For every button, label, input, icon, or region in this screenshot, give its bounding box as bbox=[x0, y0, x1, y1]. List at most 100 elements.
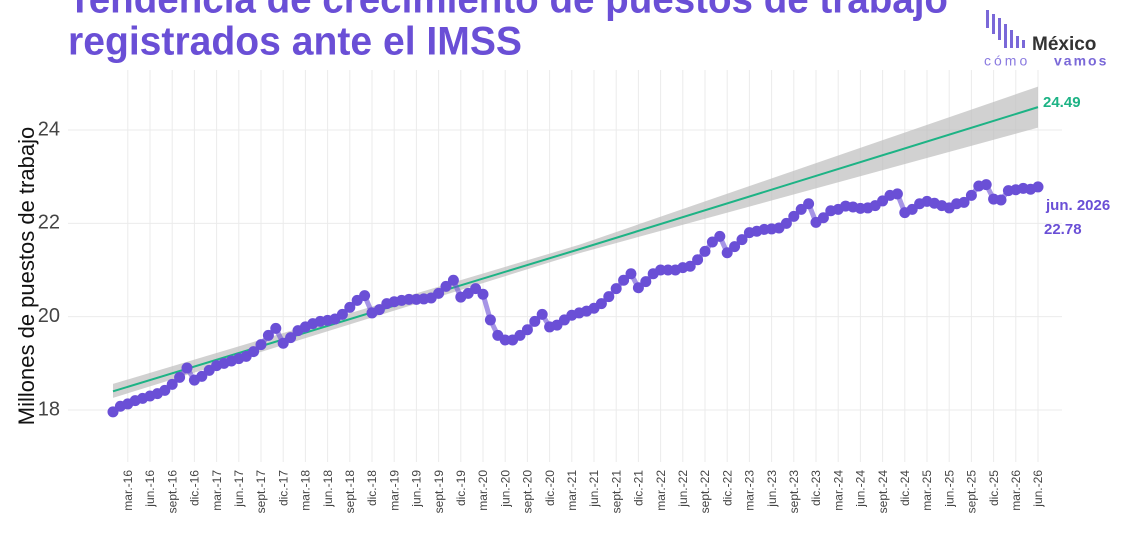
x-tick-label: dic.-18 bbox=[365, 470, 379, 506]
x-tick-label: mar.-22 bbox=[654, 470, 668, 511]
x-tick-label: sept.-18 bbox=[343, 470, 357, 514]
y-axis-label: Millones de puestos de trabajo bbox=[14, 127, 39, 425]
series-line bbox=[111, 182, 1039, 414]
x-tick-label: sept.-23 bbox=[787, 470, 801, 514]
data-point bbox=[159, 384, 171, 396]
data-point bbox=[174, 371, 186, 383]
data-point bbox=[714, 230, 726, 242]
data-point bbox=[336, 308, 348, 320]
y-tick-label: 20 bbox=[38, 305, 60, 327]
y-tick-label: 22 bbox=[38, 212, 60, 234]
data-point bbox=[484, 314, 496, 326]
data-point bbox=[196, 370, 208, 382]
data-point bbox=[166, 378, 178, 390]
data-point bbox=[440, 280, 452, 292]
x-tick-label: sept.-22 bbox=[698, 470, 712, 514]
x-tick-label: jun.-25 bbox=[942, 470, 956, 508]
data-point bbox=[529, 315, 541, 327]
x-tick-label: jun.-16 bbox=[143, 470, 157, 508]
data-point bbox=[736, 234, 748, 246]
x-tick-label: jun.-21 bbox=[587, 470, 601, 508]
x-tick-label: sept.-25 bbox=[965, 470, 979, 514]
data-point bbox=[359, 290, 371, 302]
x-tick-label: sept.-17 bbox=[254, 470, 268, 514]
data-point bbox=[817, 212, 829, 224]
x-tick-label: dic.-20 bbox=[543, 470, 557, 506]
data-point bbox=[625, 268, 637, 280]
data-point bbox=[433, 287, 445, 299]
chart-title: registrados ante el IMSS bbox=[68, 20, 522, 64]
x-tick-label: mar.-16 bbox=[121, 470, 135, 511]
y-tick-label: 24 bbox=[38, 118, 60, 140]
x-tick-label: mar.-26 bbox=[1009, 470, 1023, 511]
data-point bbox=[603, 291, 615, 303]
data-point bbox=[780, 217, 792, 229]
data-point bbox=[640, 276, 652, 288]
x-tick-label: jun.-18 bbox=[321, 470, 335, 508]
data-point bbox=[255, 339, 267, 351]
x-tick-label: jun.-23 bbox=[765, 470, 779, 508]
data-point bbox=[995, 194, 1007, 206]
data-point bbox=[632, 282, 644, 294]
x-tick-label: mar.-19 bbox=[387, 470, 401, 511]
x-tick-label: dic.-25 bbox=[987, 470, 1001, 506]
data-point bbox=[181, 362, 193, 374]
data-point bbox=[965, 189, 977, 201]
data-point bbox=[344, 301, 356, 313]
last-value-label: 22.78 bbox=[1044, 221, 1082, 238]
x-tick-label: dic.-21 bbox=[632, 470, 646, 506]
logo-tagline: cómo bbox=[984, 53, 1030, 69]
data-point bbox=[610, 283, 622, 295]
x-tick-label: jun.-26 bbox=[1031, 470, 1045, 508]
data-point bbox=[788, 210, 800, 222]
data-point bbox=[373, 304, 385, 316]
annotation: jun. 2026 bbox=[1045, 197, 1110, 214]
data-point bbox=[684, 260, 696, 272]
x-tick-label: jun.-19 bbox=[410, 470, 424, 508]
trend-end-label: 24.49 bbox=[1043, 94, 1081, 111]
x-tick-label: mar.-21 bbox=[565, 470, 579, 511]
data-point bbox=[1032, 181, 1044, 193]
data-point bbox=[618, 274, 630, 286]
x-tick-label: mar.-17 bbox=[210, 470, 224, 511]
x-tick-label: sept.-24 bbox=[876, 470, 890, 514]
x-tick-label: dic.-22 bbox=[720, 470, 734, 506]
data-point bbox=[980, 179, 992, 191]
x-tick-label: jun.-22 bbox=[676, 470, 690, 508]
x-tick-label: sept.-16 bbox=[165, 470, 179, 514]
data-point bbox=[447, 274, 459, 286]
data-point bbox=[477, 288, 489, 300]
x-tick-label: mar.-24 bbox=[831, 470, 845, 511]
data-point bbox=[285, 332, 297, 344]
logo-name: México bbox=[1032, 34, 1096, 55]
data-point bbox=[958, 196, 970, 208]
data-point bbox=[595, 298, 607, 310]
data-point bbox=[699, 245, 711, 257]
data-point bbox=[803, 198, 815, 210]
data-point bbox=[721, 247, 733, 259]
y-tick-label: 18 bbox=[38, 398, 60, 420]
x-tick-label: mar.-20 bbox=[476, 470, 490, 511]
x-tick-label: dic.-16 bbox=[188, 470, 202, 506]
data-point bbox=[729, 241, 741, 253]
x-tick-label: mar.-18 bbox=[299, 470, 313, 511]
x-tick-label: mar.-23 bbox=[743, 470, 757, 511]
logo-icon bbox=[986, 10, 1025, 48]
data-point bbox=[692, 254, 704, 266]
x-tick-label: sept.-21 bbox=[609, 470, 623, 514]
x-tick-label: dic.-19 bbox=[454, 470, 468, 506]
x-tick-label: dic.-24 bbox=[898, 470, 912, 506]
x-tick-label: jun.-20 bbox=[498, 470, 512, 508]
chart-title: Tendencia de crecimiento de puestos de t… bbox=[68, 0, 948, 22]
x-tick-label: sept.-19 bbox=[432, 470, 446, 514]
logo-tagline: vamos bbox=[1054, 53, 1108, 69]
data-point bbox=[891, 188, 903, 200]
data-point bbox=[270, 322, 282, 334]
x-tick-label: dic.-23 bbox=[809, 470, 823, 506]
x-tick-label: dic.-17 bbox=[276, 470, 290, 506]
x-tick-label: sept.-20 bbox=[521, 470, 535, 514]
data-point bbox=[248, 346, 260, 358]
data-point bbox=[262, 329, 274, 341]
x-tick-label: jun.-17 bbox=[232, 470, 246, 508]
